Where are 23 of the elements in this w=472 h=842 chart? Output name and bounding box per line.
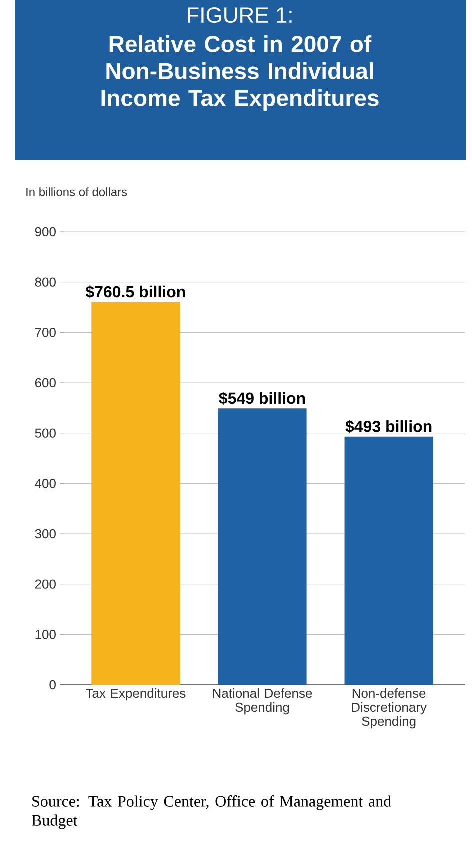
- y-tick-label: 0: [50, 680, 56, 690]
- x-tick-label: Tax Expenditures: [86, 688, 186, 701]
- x-tick-label: Non-defense Discretionary Spending: [352, 688, 427, 729]
- source-note: Source: Tax Policy Center, Office of Management and Budget: [32, 796, 392, 830]
- bar: [344, 436, 434, 685]
- data-label: $549 billion: [219, 392, 306, 406]
- y-tick-label: 300: [35, 529, 56, 539]
- y-tick-label: 800: [35, 278, 56, 287]
- bar: [218, 408, 307, 685]
- y-tick-label: 600: [35, 378, 56, 388]
- y-tick-label: 900: [35, 227, 56, 237]
- data-label: $493 billion: [346, 420, 432, 434]
- y-tick-label: 500: [35, 428, 56, 438]
- chart-subtitle: Relative Cost in 2007 of Non-Business Individual Income Tax Expenditures: [102, 36, 379, 111]
- y-tick-label: 700: [35, 328, 56, 338]
- y-tick-label: 200: [35, 580, 56, 589]
- bar: [92, 302, 180, 685]
- chart-title: FIGURE 1:: [188, 8, 292, 24]
- x-tick-label: National Defense Spending: [213, 688, 312, 715]
- y-tick-label: 400: [35, 479, 56, 488]
- y-tick-label: 100: [36, 630, 56, 640]
- y-axis-title: In billions of dollars: [26, 188, 128, 196]
- data-label: $760.5 billion: [86, 286, 186, 299]
